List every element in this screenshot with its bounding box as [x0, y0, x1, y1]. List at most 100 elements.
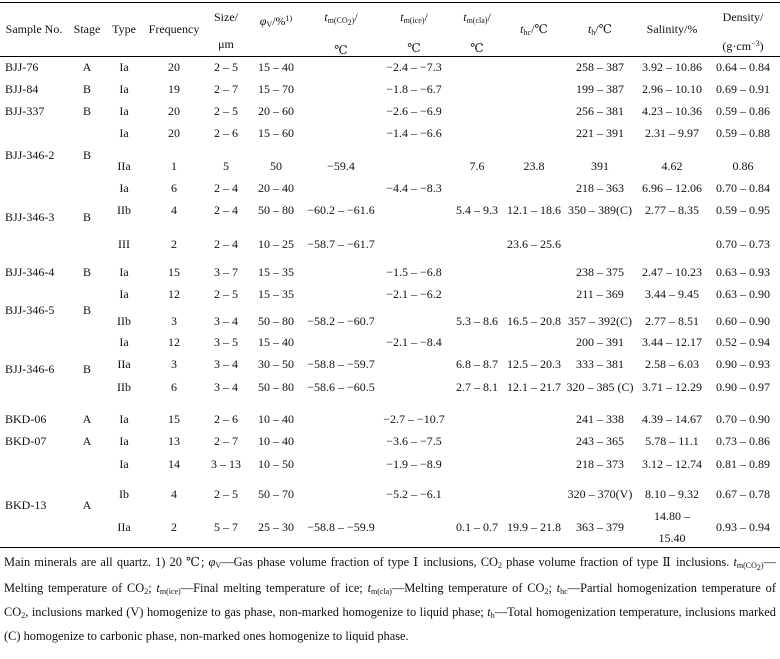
cell-phi: 15 – 70	[258, 82, 294, 96]
cell-phi: 10 – 25	[258, 237, 294, 251]
cell-tm-co2: −58.8 – −59.7	[307, 357, 375, 371]
cell-phi: 50 – 80	[258, 380, 294, 394]
cell-frequency: 20	[168, 126, 180, 140]
cell-size: 5 – 7	[214, 520, 238, 534]
cell-tm-co2: −60.2 – −61.6	[307, 203, 375, 217]
cell-type: IIb	[117, 380, 131, 394]
table-row: IIa 3 3 – 4 30 – 50 −58.8 – −59.7 6.8 – 8.7 12…	[0, 353, 780, 375]
cell-tm-co2	[306, 408, 376, 430]
cell-thc	[502, 408, 566, 430]
cell-tm-cla: 6.8 – 8.7	[456, 357, 498, 371]
cell-frequency: 1	[171, 159, 177, 173]
cell-salinity-line2: 15.40	[658, 531, 686, 545]
header-density: Density/ (g·cm−3)	[708, 10, 778, 53]
cell-tm-cla: 5.4 – 9.3	[456, 203, 498, 217]
cell-type: Ia	[119, 82, 129, 96]
cell-tm-cla	[452, 177, 502, 199]
cell-tm-cla: 0.1 – 0.7	[456, 520, 498, 534]
cell-tm-ice: −2.7 – −10.7	[383, 412, 445, 426]
cell-type: Ia	[119, 412, 129, 426]
cell-tm-ice: −2.6 – −6.9	[386, 104, 442, 118]
cell-tm-cla	[452, 283, 502, 305]
header-phi-symbol: φ	[259, 14, 267, 28]
cell-density: 0.60 – 0.90	[716, 314, 770, 328]
header-size-line2: μm	[218, 37, 234, 51]
cell-tm-ice: −1.4 – −6.6	[386, 126, 442, 140]
header-phi-unit: /%	[272, 14, 286, 28]
cell-frequency: 6	[171, 380, 177, 394]
cell-stage	[68, 331, 106, 353]
header-phi-note: 1)	[285, 14, 293, 23]
header-tm-cla-unit: ℃	[470, 41, 484, 55]
cell-th: 238 – 375	[576, 265, 624, 279]
cell-th: 221 – 391	[576, 126, 624, 140]
cell-phi: 50 – 80	[258, 203, 294, 217]
cell-density: 0.70 – 0.73	[716, 237, 770, 251]
cell-type: Ia	[119, 457, 129, 471]
cell-th: 391	[591, 159, 609, 173]
cell-thc	[502, 453, 566, 475]
cell-th: 243 – 365	[576, 434, 624, 448]
cell-density: 0.69 – 0.91	[716, 82, 770, 96]
cell-density: 0.64 – 0.84	[716, 60, 770, 74]
cell-th: 218 – 373	[576, 457, 624, 471]
cell-size: 3 – 4	[214, 357, 238, 371]
cell-tm-cla	[452, 78, 502, 100]
cell-salinity: 5.78 – 11.1	[645, 434, 699, 448]
table-row: BJJ-84 B Ia 19 2 – 7 15 – 70 −1.8 – −6.7 199 – …	[0, 78, 780, 100]
stage-label-bjj-346-3: B	[82, 210, 91, 224]
table-footnote: Main minerals are all quartz. 1) 20 ℃; φ…	[4, 555, 776, 643]
cell-th: 320 – 385 (C)	[566, 380, 634, 394]
cell-thc	[502, 56, 566, 78]
cell-stage: A	[82, 60, 92, 74]
cell-th: 363 – 379	[576, 520, 624, 534]
cell-thc: 23.8	[523, 159, 545, 173]
cell-tm-co2: −58.2 – −60.7	[307, 314, 375, 328]
sample-label-bjj-346-2: BJJ-346-2	[5, 148, 55, 162]
header-size-line1: Size/	[214, 10, 238, 24]
cell-tm-co2	[306, 283, 376, 305]
cell-sample-no: BJJ-76	[5, 60, 39, 74]
stage-label-bjj-346-2: B	[82, 148, 91, 162]
table-header: Sample No. Stage Type Frequency Size/ μm…	[0, 0, 780, 57]
cell-tm-cla	[452, 56, 502, 78]
cell-tm-ice: −4.4 – −8.3	[386, 181, 442, 195]
header-phi-sub: V	[266, 20, 273, 29]
cell-density: 0.86	[732, 159, 754, 173]
cell-type: Ia	[119, 434, 129, 448]
cell-phi: 10 – 40	[258, 412, 294, 426]
cell-type: IIb	[117, 314, 131, 328]
cell-sample-no	[5, 453, 69, 475]
cell-salinity: 3.44 – 9.45	[645, 287, 699, 301]
table-row-last: IIa 2 5 – 7 25 – 30 −58.8 – −59.9 0.1 – …	[0, 509, 780, 545]
table-row: Ia 20 2 – 6 15 – 60 −1.4 – −6.6 221 – 391 2.31…	[0, 122, 780, 144]
cell-tm-co2	[306, 78, 376, 100]
cell-thc	[502, 177, 566, 199]
cell-density: 0.90 – 0.93	[716, 357, 770, 371]
cell-frequency: 13	[168, 434, 180, 448]
table-row: Ia 6 2 – 4 20 – 40 −4.4 – −8.3 218 – 363 6.96 …	[0, 177, 780, 199]
cell-type: Ia	[119, 181, 129, 195]
header-tm-cla: tm(cla)/ ℃	[452, 10, 502, 55]
cell-tm-ice	[376, 233, 452, 255]
cell-tm-cla: 5.3 – 8.6	[456, 314, 498, 328]
cell-phi: 15 – 40	[258, 60, 294, 74]
cell-tm-cla	[452, 453, 502, 475]
cell-density: 0.90 – 0.97	[716, 380, 770, 394]
cell-th: 350 – 389(C)	[568, 203, 632, 217]
bottom-rule	[0, 547, 780, 548]
sample-label-bkd-13: BKD-13	[5, 498, 47, 512]
cell-th: 258 – 387	[576, 60, 624, 74]
cell-sample-no	[5, 177, 69, 199]
cell-stage: A	[82, 412, 92, 426]
cell-density: 0.59 – 0.86	[716, 104, 770, 118]
cell-stage: B	[82, 104, 91, 118]
cell-density: 0.81 – 0.89	[716, 457, 770, 471]
cell-stage	[68, 177, 106, 199]
cell-tm-co2	[306, 453, 376, 475]
table-row: IIb 6 3 – 4 50 – 80 −58.6 – −60.5 2.7 – 8.1 12…	[0, 376, 780, 398]
cell-density: 0.63 – 0.90	[716, 287, 770, 301]
cell-size: 3 – 4	[214, 314, 238, 328]
cell-thc: 16.5 – 20.8	[507, 314, 561, 328]
